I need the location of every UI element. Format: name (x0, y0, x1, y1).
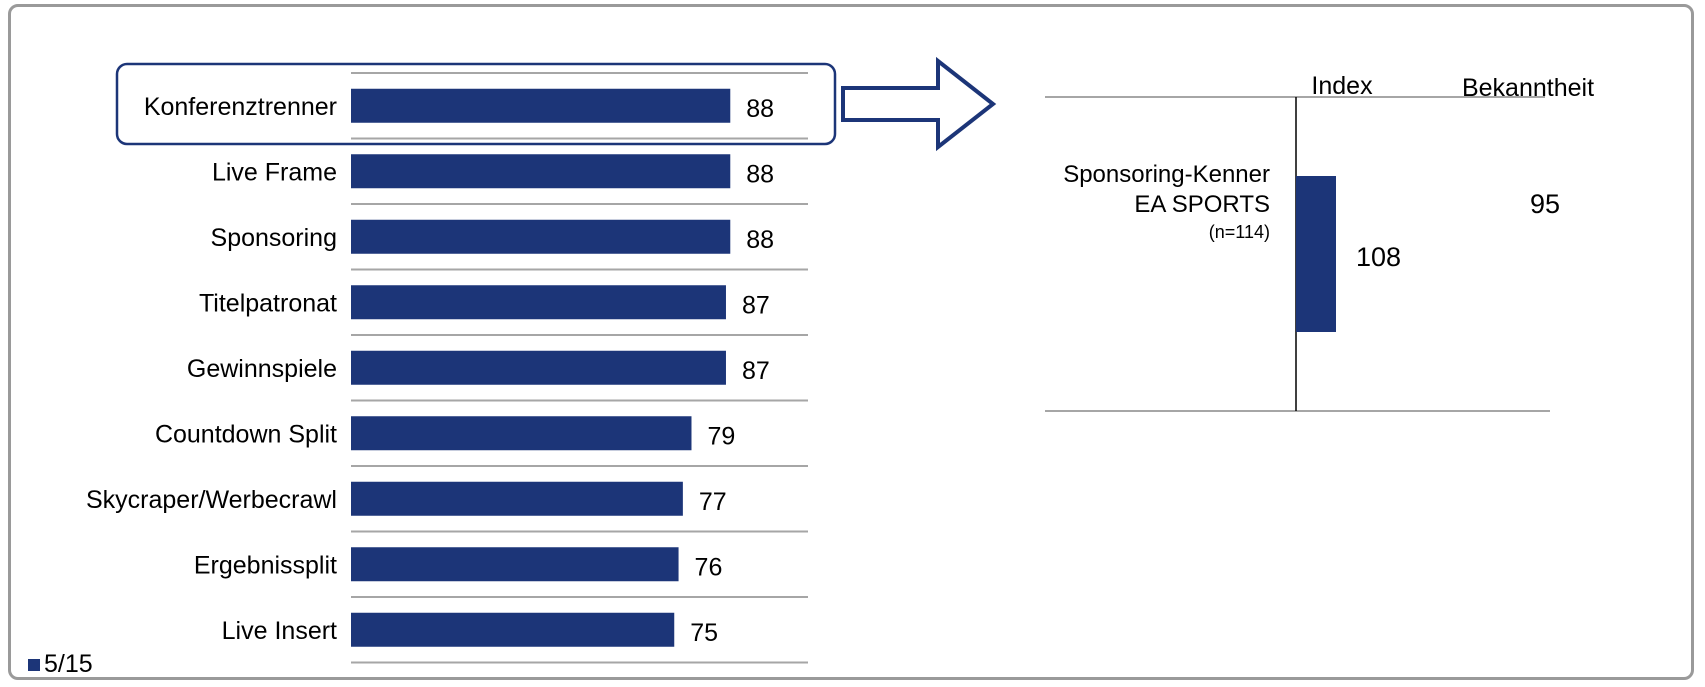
bar (351, 612, 675, 647)
category-label: Live Insert (222, 617, 337, 645)
highlight-box (115, 62, 837, 146)
category-label: Live Frame (212, 158, 337, 186)
bar (351, 285, 726, 320)
category-label: Konferenztrenner (144, 93, 337, 121)
bar (351, 88, 731, 123)
bar (351, 219, 731, 254)
category-line-2: EA SPORTS (1134, 191, 1270, 218)
legend-swatch (28, 658, 40, 671)
bar (351, 154, 731, 189)
legend: 5/15 (28, 650, 93, 679)
index-bar (1296, 176, 1336, 332)
bar-value-label: 88 (746, 160, 774, 188)
bekanntheit-value-label: 95 (1530, 189, 1560, 219)
bar-value-label: 88 (746, 95, 774, 123)
bar-value-label: 76 (695, 553, 723, 581)
bar (351, 547, 679, 582)
category-sample-size: (n=114) (1209, 222, 1270, 242)
category-label: Ergebnissplit (194, 551, 337, 579)
bar (351, 350, 726, 385)
bar (351, 481, 683, 516)
bekanntheit-header: Bekanntheit (1462, 74, 1594, 102)
index-value-label: 108 (1356, 242, 1401, 272)
arrow-right-icon (841, 56, 997, 152)
category-label: Titelpatronat (199, 289, 337, 317)
bar (351, 416, 692, 451)
category-label: Countdown Split (155, 420, 337, 448)
legend-label: 5/15 (44, 650, 93, 678)
bar-value-label: 75 (690, 619, 718, 647)
category-line-1: Sponsoring-Kenner (1063, 161, 1270, 188)
category-label: Skycraper/Werbecrawl (86, 486, 337, 514)
left-bar-chart: Konferenztrenner 88 Live Frame 88 Sponsoring… (86, 72, 808, 664)
bar-value-label: 88 (746, 226, 774, 254)
bar-value-label: 87 (742, 357, 770, 385)
category-label: Sponsoring (211, 224, 337, 252)
right-index-chart: Index Bekanntheit Sponsoring-Kenner EA S… (1045, 72, 1594, 412)
bar-value-label: 79 (707, 422, 735, 450)
index-header: Index (1311, 72, 1373, 100)
bar-value-label: 77 (699, 488, 727, 516)
category-label: Gewinnspiele (187, 355, 337, 383)
bar-value-label: 87 (742, 291, 770, 319)
